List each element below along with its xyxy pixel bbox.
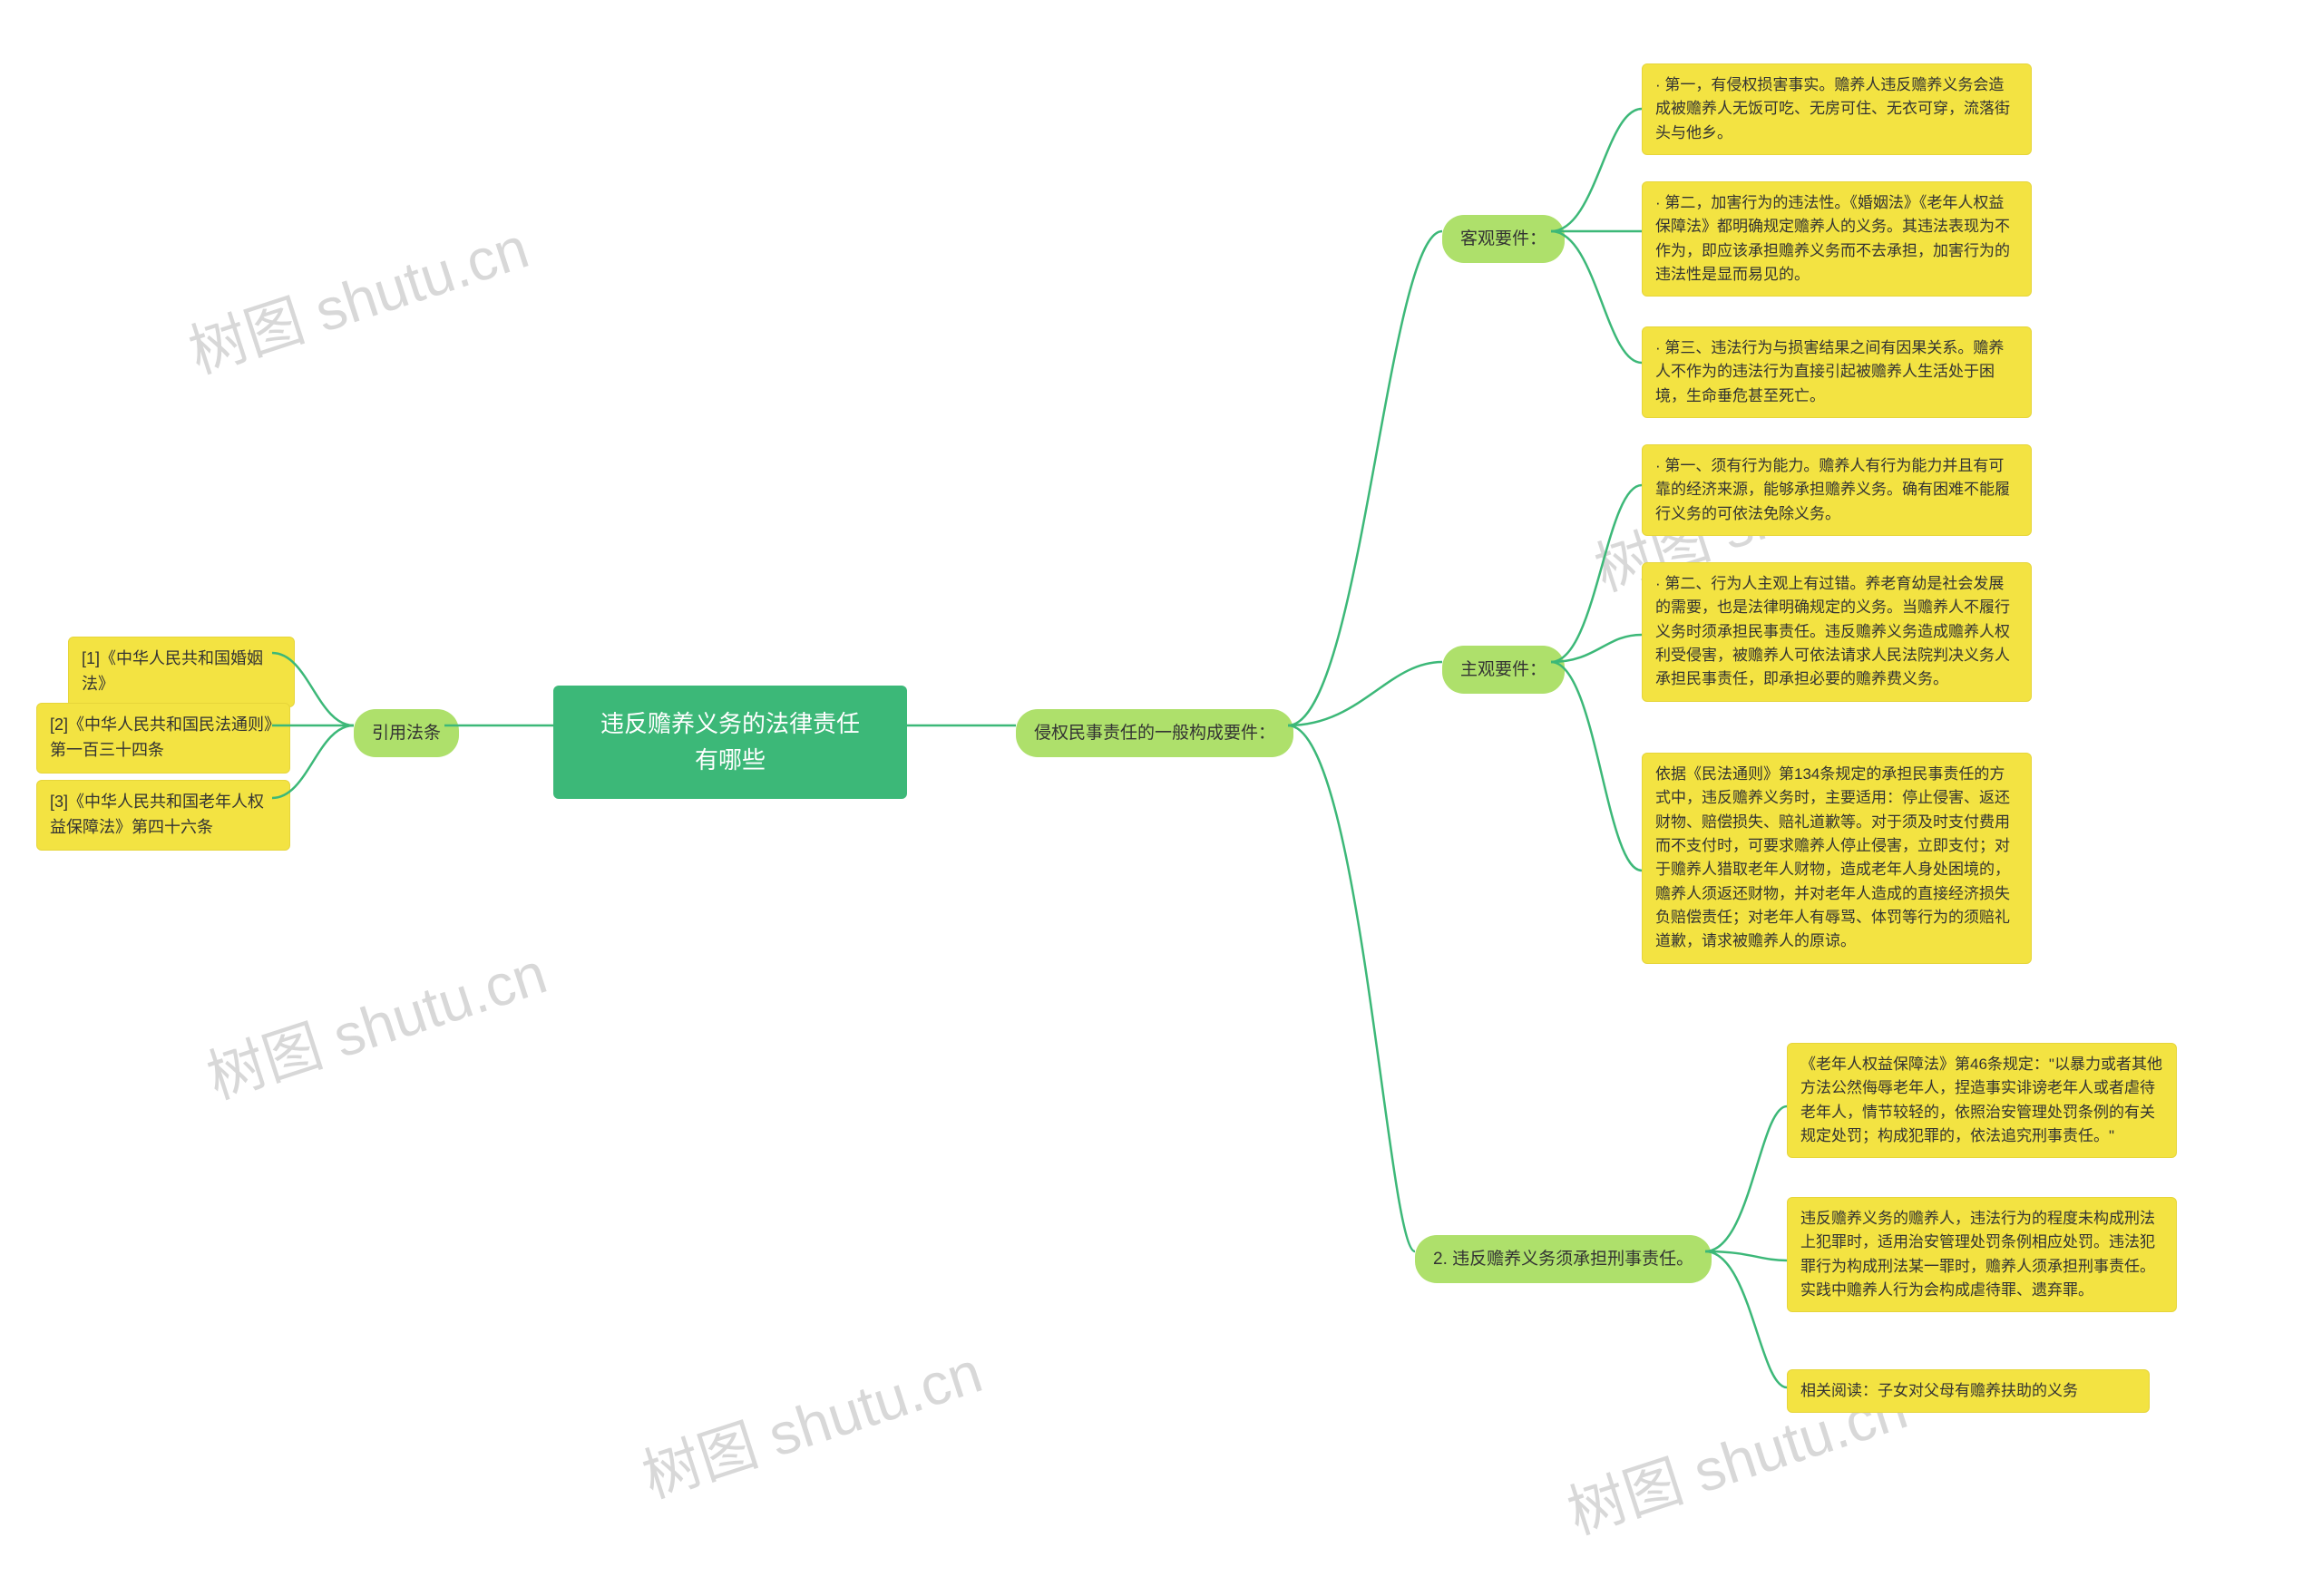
citation-item[interactable]: [1]《中华人民共和国婚姻法》 [68, 637, 295, 707]
objective-item[interactable]: · 第一，有侵权损害事实。赡养人违反赡养义务会造成被赡养人无饭可吃、无房可住、无… [1642, 63, 2032, 155]
subjective-item[interactable]: · 第一、须有行为能力。赡养人有行为能力并且有可靠的经济来源，能够承担赡养义务。… [1642, 444, 2032, 536]
branch-citations[interactable]: 引用法条 [354, 709, 459, 757]
criminal-item[interactable]: 相关阅读：子女对父母有赡养扶助的义务 [1787, 1369, 2150, 1413]
subjective-item[interactable]: · 第二、行为人主观上有过错。养老育幼是社会发展的需要，也是法律明确规定的义务。… [1642, 562, 2032, 702]
root-title-l1: 违反赡养义务的法律责任 [579, 706, 882, 742]
root-node[interactable]: 违反赡养义务的法律责任 有哪些 [553, 686, 907, 799]
criminal-item[interactable]: 违反赡养义务的赡养人，违法行为的程度未构成刑法上犯罪时，适用治安管理处罚条例相应… [1787, 1197, 2177, 1312]
criminal-item[interactable]: 《老年人权益保障法》第46条规定："以暴力或者其他方法公然侮辱老年人，捏造事实诽… [1787, 1043, 2177, 1158]
subjective-item[interactable]: 依据《民法通则》第134条规定的承担民事责任的方式中，违反赡养义务时，主要适用：… [1642, 753, 2032, 964]
branch-requirements[interactable]: 侵权民事责任的一般构成要件： [1016, 709, 1293, 757]
mindmap-canvas: 违反赡养义务的法律责任 有哪些 引用法条 [1]《中华人民共和国婚姻法》 [2]… [0, 0, 2322, 1596]
citation-item[interactable]: [3]《中华人民共和国老年人权益保障法》第四十六条 [36, 780, 290, 851]
root-title-l2: 有哪些 [579, 742, 882, 778]
citation-item[interactable]: [2]《中华人民共和国民法通则》第一百三十四条 [36, 703, 290, 774]
group-objective[interactable]: 客观要件： [1442, 215, 1565, 263]
objective-item[interactable]: · 第二，加害行为的违法性。《婚姻法》《老年人权益保障法》都明确规定赡养人的义务… [1642, 181, 2032, 297]
objective-item[interactable]: · 第三、违法行为与损害结果之间有因果关系。赡养人不作为的违法行为直接引起被赡养… [1642, 326, 2032, 418]
group-criminal[interactable]: 2. 违反赡养义务须承担刑事责任。 [1415, 1235, 1712, 1283]
group-subjective[interactable]: 主观要件： [1442, 646, 1565, 694]
